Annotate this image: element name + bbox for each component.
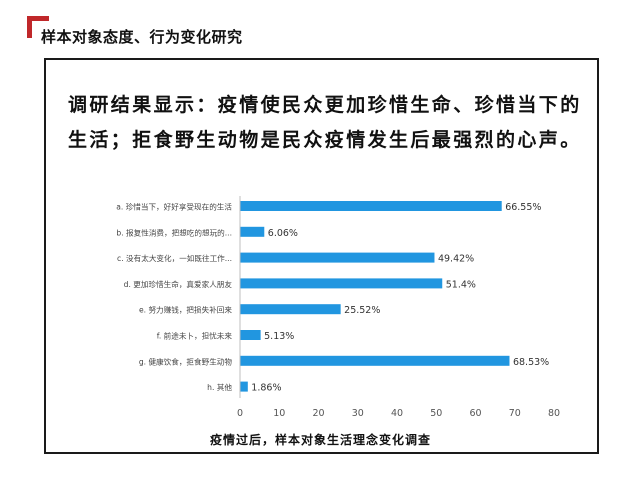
bar (240, 278, 443, 289)
x-tick-label: 60 (469, 408, 481, 419)
data-label: 1.86% (251, 383, 281, 394)
headline-line-1: 调研结果显示：疫情使民众更加珍惜生命、珍惜当下的 (68, 94, 582, 116)
bar (240, 355, 510, 366)
data-label: 68.53% (513, 357, 549, 368)
data-label: 66.55% (505, 202, 541, 213)
x-tick-label: 50 (430, 408, 442, 419)
bar (240, 252, 435, 263)
category-label: e. 努力赚钱，把损失补回来 (139, 305, 232, 315)
x-tick-label: 40 (391, 408, 403, 419)
data-label: 5.13% (264, 331, 294, 342)
x-tick-label: 20 (312, 408, 324, 419)
data-label: 6.06% (268, 228, 298, 239)
corner-bracket-icon (27, 16, 49, 38)
category-label: d. 更加珍惜生命，真爱家人朋友 (124, 279, 233, 289)
headline-line-2: 生活；拒食野生动物是民众疫情发生后最强烈的心声。 (68, 129, 582, 151)
x-tick-label: 0 (237, 408, 243, 419)
x-tick-label: 30 (352, 408, 364, 419)
headline: 调研结果显示：疫情使民众更加珍惜生命、珍惜当下的 生活；拒食野生动物是民众疫情发… (68, 88, 588, 158)
data-label: 25.52% (344, 305, 380, 316)
bar (240, 381, 248, 392)
x-tick-label: 80 (548, 408, 560, 419)
bar (240, 201, 502, 211)
category-label: b. 报复性消费，把想吃的想玩的... (116, 227, 232, 237)
section-title: 样本对象态度、行为变化研究 (41, 28, 243, 46)
x-tick-label: 10 (273, 408, 285, 419)
chart-title: 疫情过后，样本对象生活理念变化调查 (209, 433, 431, 447)
category-label: h. 其他 (207, 382, 232, 392)
category-label: c. 没有太大变化，一如既往工作... (117, 253, 232, 263)
data-label: 49.42% (438, 254, 474, 265)
bar (240, 330, 261, 340)
category-label: g. 健康饮食，拒食野生动物 (139, 356, 233, 366)
data-label: 51.4% (446, 279, 476, 290)
category-label: a. 珍惜当下，好好享受现在的生活 (116, 202, 232, 212)
bar (240, 226, 265, 237)
category-label: f. 前途未卜，担忧未来 (157, 331, 233, 341)
bar (240, 304, 341, 315)
x-tick-label: 70 (509, 408, 521, 419)
